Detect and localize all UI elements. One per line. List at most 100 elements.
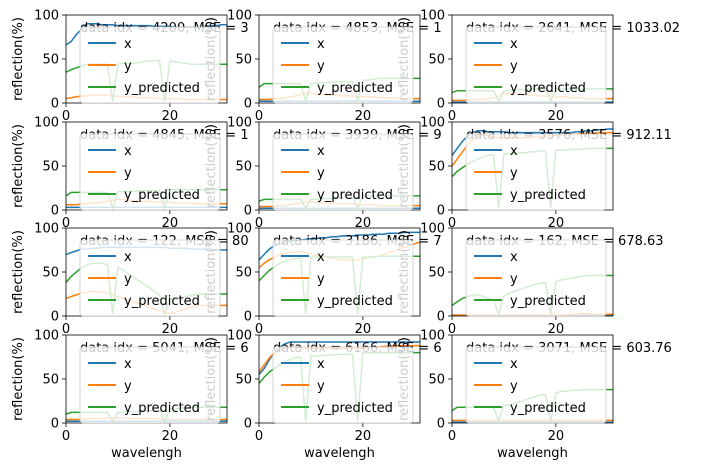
x-tick-label: 20 [162,429,179,444]
y-tick-label: 50 [235,373,252,388]
y-tick-label: 100 [227,116,252,131]
panel-overlay-8: data idx = 162, MSE = 678.63xyy_predicte… [465,234,664,317]
y-axis-label: reflection(%) [11,124,26,208]
y-tick-label: 50 [428,373,445,388]
legend-label-y_predicted: y_predicted [317,81,393,96]
y-axis-label: reflection(%) [11,17,26,101]
x-tick-label: 20 [548,109,565,124]
legend-box [465,346,607,424]
legend-box [79,239,221,317]
x-tick-label: 0 [62,216,70,231]
y-tick-label: 100 [34,9,59,24]
legend-box [272,346,414,424]
x-tick-label: 0 [62,429,70,444]
x-tick-label: 0 [255,216,263,231]
legend-label-x: x [124,37,132,52]
legend-box [272,133,414,211]
legend-label-x: x [510,144,518,159]
y-tick-label: 50 [235,266,252,281]
x-tick-label: 20 [162,322,179,337]
x-tick-label: 20 [162,109,179,124]
legend-label-y_predicted: y_predicted [124,401,200,416]
legend-label-y: y [317,166,325,181]
legend-box [79,346,221,424]
y-tick-label: 50 [428,53,445,68]
legend-label-x: x [124,357,132,372]
legend-label-y: y [317,272,325,287]
panel-overlay-2: data idx = 2641, MSE = 1033.02xyy_predic… [465,21,680,104]
x-tick-label: 20 [162,216,179,231]
panel-overlay-5: data idx = 3576, MSE = 912.11xyy_predict… [465,128,672,211]
y-tick-label: 100 [34,222,59,237]
x-tick-label: 0 [255,429,263,444]
legend-label-y_predicted: y_predicted [510,294,586,309]
y-tick-label: 0 [244,417,252,432]
y-tick-label: 50 [42,373,59,388]
x-tick-label: 0 [255,322,263,337]
y-axis-label: reflection(%) [11,337,26,421]
x-tick-label: 0 [448,429,456,444]
legend-label-x: x [317,37,325,52]
legend-label-x: x [510,37,518,52]
x-tick-label: 0 [255,109,263,124]
x-tick-label: 20 [355,429,372,444]
y-tick-label: 100 [227,9,252,24]
legend-label-y: y [317,59,325,74]
x-tick-label: 0 [62,322,70,337]
legend-label-y: y [510,272,518,287]
legend-label-y_predicted: y_predicted [510,81,586,96]
y-tick-label: 50 [235,53,252,68]
legend-label-x: x [510,250,518,265]
legend-label-x: x [124,250,132,265]
legend-label-y_predicted: y_predicted [124,81,200,96]
y-tick-label: 0 [437,310,445,325]
legend-label-y_predicted: y_predicted [510,401,586,416]
x-tick-label: 20 [355,322,372,337]
y-tick-label: 100 [420,116,445,131]
y-tick-label: 50 [235,160,252,175]
x-axis-label: wavelengh [304,446,375,461]
x-tick-label: 0 [448,109,456,124]
y-axis-label: reflection(%) [11,230,26,314]
x-tick-label: 0 [448,216,456,231]
x-axis-label: wavelengh [497,446,568,461]
x-tick-label: 20 [548,429,565,444]
y-tick-label: 0 [51,97,59,112]
y-tick-label: 50 [42,160,59,175]
y-tick-label: 100 [420,222,445,237]
legend-box [272,26,414,104]
x-tick-label: 20 [355,216,372,231]
legend-label-y: y [124,166,132,181]
series-line-x [259,341,420,376]
y-tick-label: 50 [428,266,445,281]
legend-box [272,239,414,317]
legend-label-y_predicted: y_predicted [317,401,393,416]
legend-label-y_predicted: y_predicted [317,188,393,203]
y-tick-label: 0 [244,97,252,112]
y-tick-label: 100 [227,329,252,344]
legend-label-y_predicted: y_predicted [317,294,393,309]
legend-label-x: x [124,144,132,159]
y-tick-label: 0 [437,97,445,112]
legend-box [465,133,607,211]
legend-label-y: y [510,59,518,74]
legend-label-x: x [317,250,325,265]
y-tick-label: 50 [42,266,59,281]
x-tick-label: 0 [62,109,70,124]
series-line-x [452,128,613,156]
x-tick-label: 0 [448,322,456,337]
y-tick-label: 0 [437,417,445,432]
y-tick-label: 0 [51,310,59,325]
legend-box [465,26,607,104]
x-axis-label: wavelengh [111,446,182,461]
x-tick-label: 20 [355,109,372,124]
x-tick-label: 20 [548,216,565,231]
legend-label-y: y [510,379,518,394]
